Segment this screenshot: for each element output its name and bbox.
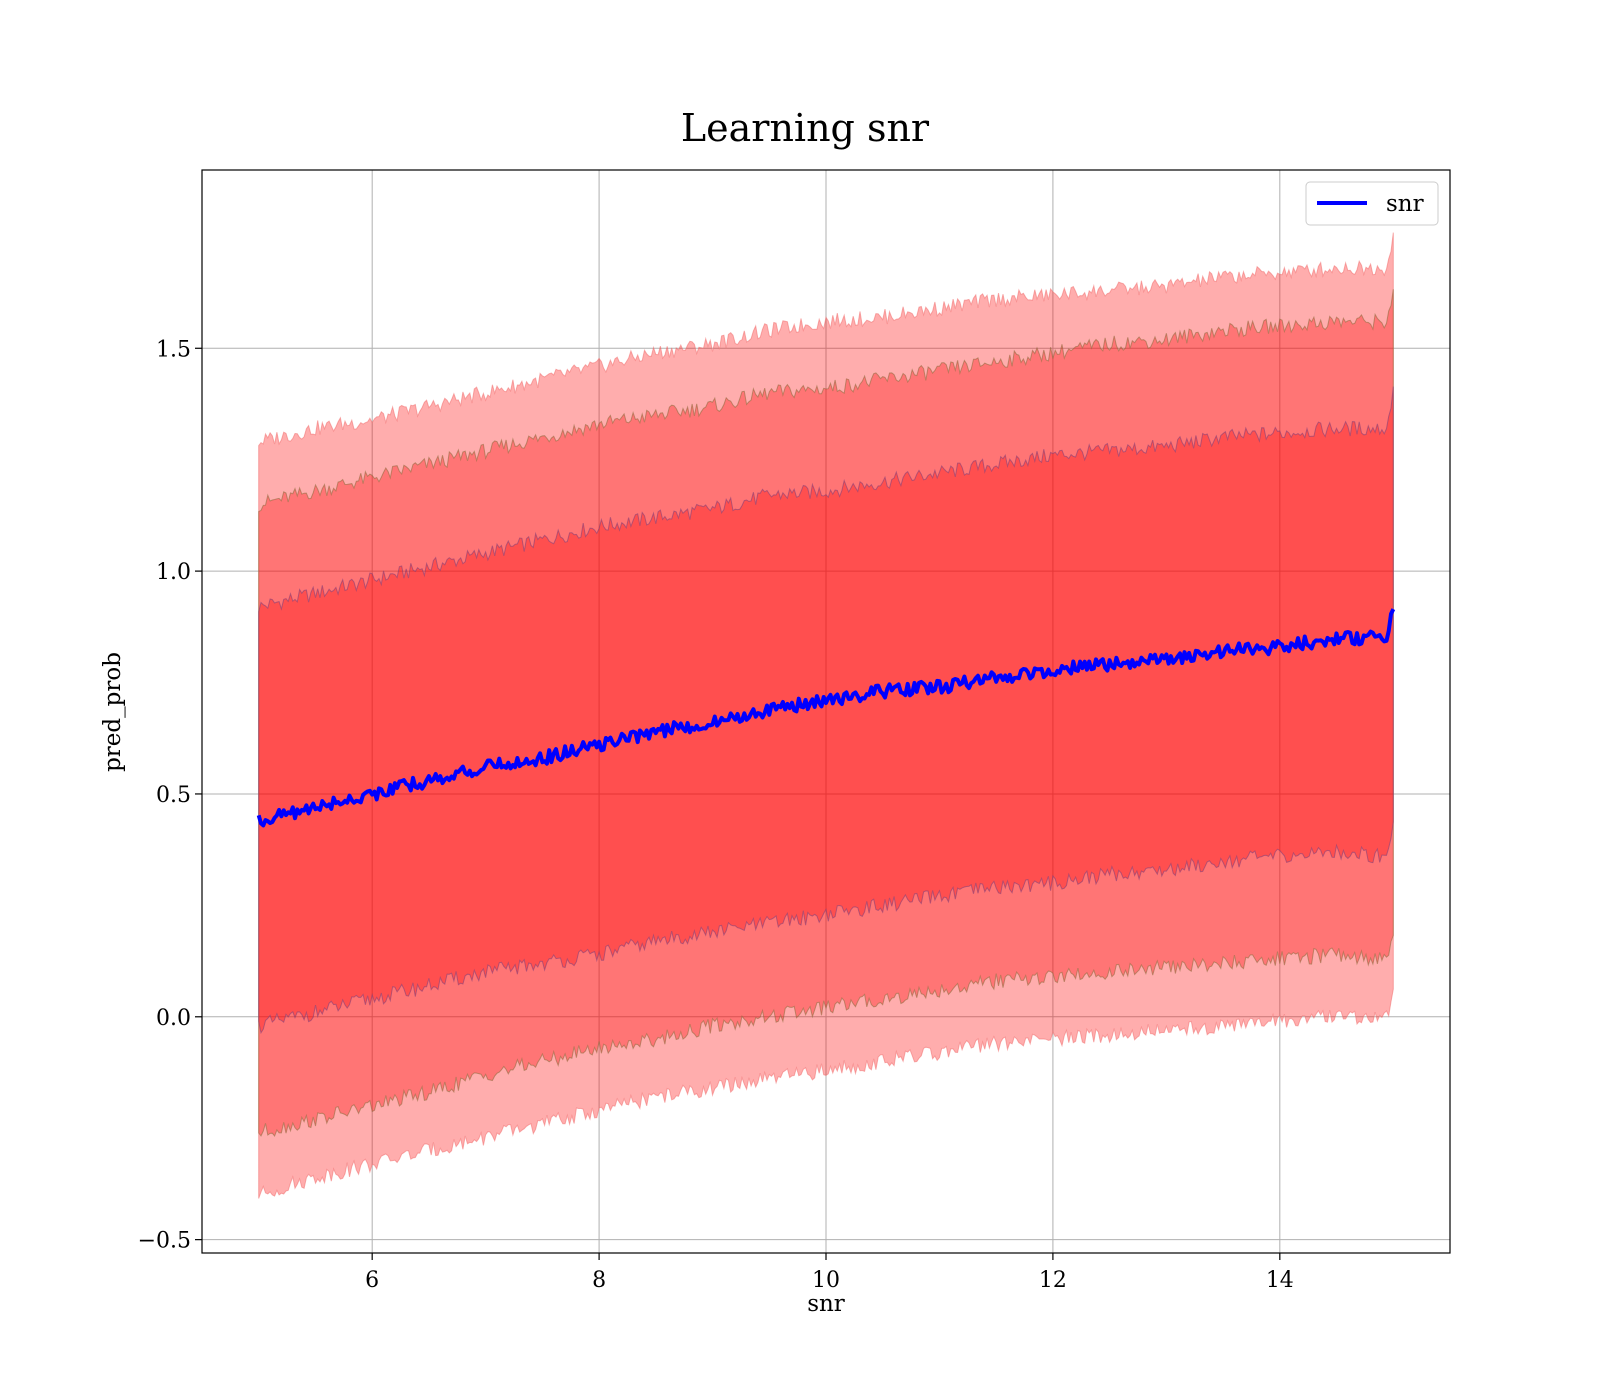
band-layer — [258, 232, 1394, 1199]
legend-box — [1305, 181, 1439, 226]
series-line-snr — [256, 608, 1396, 828]
legend: snr — [1305, 181, 1439, 226]
std-band-2 — [258, 289, 1394, 1137]
y-tick-label: 1.0 — [156, 560, 191, 585]
legend-entry-snr: snr — [1386, 191, 1424, 217]
std-band-1 — [258, 386, 1394, 1035]
y-tick-label: 0.0 — [156, 1006, 191, 1031]
x-tick-label: 12 — [1039, 1268, 1067, 1293]
x-tick-label: 14 — [1266, 1268, 1294, 1293]
x-tick-label: 8 — [592, 1268, 606, 1293]
y-tick-label: 1.5 — [156, 337, 191, 362]
x-tick-label: 6 — [365, 1268, 379, 1293]
y-tick-label: −0.5 — [138, 1229, 191, 1254]
chart-title: Learning snr — [681, 106, 930, 150]
y-axis-label: pred_prob — [100, 652, 126, 772]
y-axis: −0.5 0.0 0.5 1.0 1.5 — [138, 337, 202, 1254]
x-axis: 6 8 10 12 14 — [365, 1253, 1294, 1293]
std-band-3 — [258, 232, 1394, 1199]
y-tick-label: 0.5 — [156, 783, 191, 808]
x-tick-label: 10 — [812, 1268, 840, 1293]
line-layer — [256, 608, 1396, 828]
x-axis-label: snr — [807, 1291, 845, 1317]
